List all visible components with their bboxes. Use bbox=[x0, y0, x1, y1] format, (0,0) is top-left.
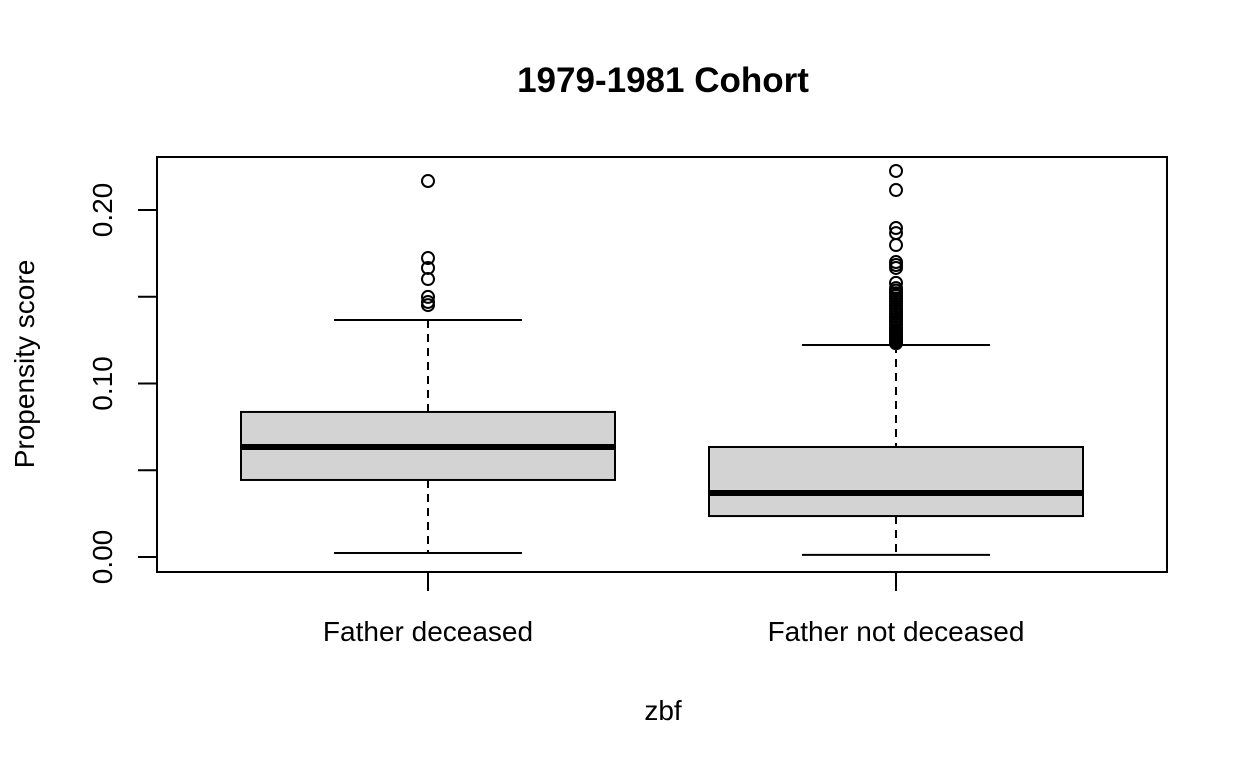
outlier-point bbox=[421, 289, 435, 304]
chart-title: 1979-1981 Cohort bbox=[517, 61, 809, 100]
y-tick-label: 0.10 bbox=[87, 356, 118, 411]
iqr-box bbox=[708, 446, 1084, 518]
x-tick-label: Father not deceased bbox=[768, 616, 1025, 647]
outlier-point bbox=[421, 251, 435, 266]
box-1 bbox=[240, 174, 616, 555]
x-axis: Father deceased Father not deceased bbox=[323, 572, 1024, 647]
outlier-point bbox=[889, 336, 903, 351]
x-tick-label: Father deceased bbox=[323, 616, 533, 647]
outlier-point bbox=[889, 163, 903, 178]
outlier-point bbox=[889, 221, 903, 236]
y-axis: 0.00 0.10 0.20 bbox=[87, 183, 158, 585]
outlier-point bbox=[889, 238, 903, 253]
boxes bbox=[240, 163, 1084, 556]
x-axis-label: zbf bbox=[644, 695, 682, 726]
y-tick-label: 0.00 bbox=[87, 530, 118, 585]
outlier-point bbox=[421, 298, 435, 313]
outlier-point bbox=[889, 260, 903, 275]
outlier-point bbox=[421, 174, 435, 189]
y-axis-label: Propensity score bbox=[9, 260, 40, 469]
box-2 bbox=[708, 163, 1084, 556]
outlier-point bbox=[889, 275, 903, 290]
outlier-point bbox=[889, 183, 903, 198]
outlier-point bbox=[421, 272, 435, 287]
y-tick-label: 0.20 bbox=[87, 183, 118, 238]
